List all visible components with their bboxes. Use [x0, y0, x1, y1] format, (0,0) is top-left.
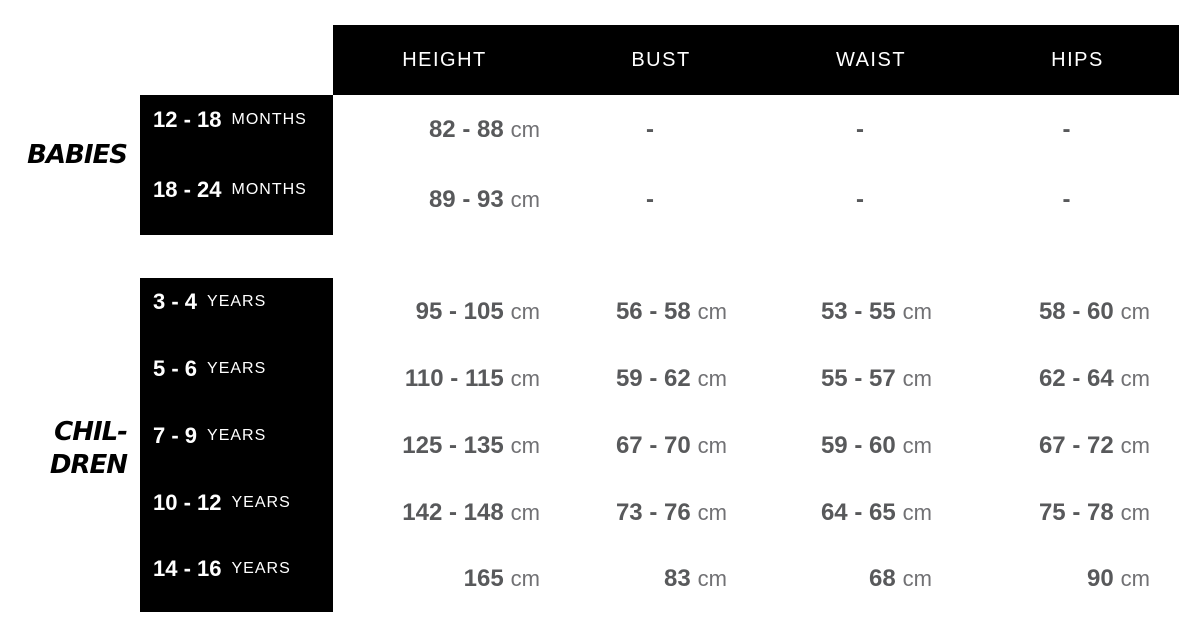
- value-height-7-9: 125 - 135 cm: [402, 431, 540, 459]
- row-label-7-9-years: 7 - 9 YEARS: [140, 402, 333, 469]
- value-hips-18-24-empty: -: [1062, 186, 1071, 213]
- group-label-babies: BABIES: [0, 139, 128, 172]
- age-range: 18 - 24: [153, 177, 222, 202]
- value-hips-10-12: 75 - 78 cm: [1038, 498, 1150, 526]
- babies-label-box: [140, 95, 333, 235]
- row-label-5-6-years: 5 - 6 YEARS: [140, 335, 333, 402]
- row-label-3-4-years: 3 - 4 YEARS: [140, 268, 333, 335]
- value-bust-3-4: 56 - 58 cm: [615, 297, 727, 325]
- row-label-12-18-months: 12 - 18 MONTHS: [140, 85, 333, 155]
- column-header-bust: BUST: [556, 25, 766, 95]
- age-period: MONTHS: [231, 111, 307, 128]
- value-waist-3-4: 53 - 55 cm: [820, 297, 932, 325]
- value-hips-12-18-empty: -: [1062, 116, 1071, 143]
- age-range: 3 - 4: [153, 288, 198, 314]
- age-period: YEARS: [207, 359, 267, 377]
- value-bust-18-24-empty: -: [646, 186, 654, 213]
- value-height-10-12: 142 - 148 cm: [402, 498, 540, 526]
- value-waist-7-9: 59 - 60 cm: [820, 431, 932, 459]
- column-header-waist: WAIST: [766, 25, 976, 95]
- age-range: 12 - 18: [153, 107, 222, 132]
- size-chart-grid: HEIGHT BUST WAIST HIPS 12 - 18 MONTHS 82…: [140, 25, 1179, 612]
- age-period: YEARS: [231, 560, 291, 577]
- age-period: YEARS: [207, 426, 267, 444]
- value-waist-14-16: 68 cm: [868, 565, 932, 592]
- age-period: YEARS: [231, 493, 291, 511]
- value-hips-5-6: 62 - 64 cm: [1038, 364, 1150, 392]
- value-hips-7-9: 67 - 72 cm: [1038, 431, 1150, 459]
- column-header-height: HEIGHT: [333, 25, 556, 95]
- value-bust-10-12: 73 - 76 cm: [615, 498, 727, 526]
- age-period: MONTHS: [231, 181, 307, 198]
- value-waist-12-18-empty: -: [856, 116, 864, 143]
- row-label-14-16-years: 14 - 16 YEARS: [140, 536, 333, 602]
- value-bust-7-9: 67 - 70 cm: [615, 431, 727, 459]
- value-bust-5-6: 59 - 62 cm: [615, 364, 727, 392]
- group-label-babies-line: BABIES: [27, 140, 128, 170]
- value-waist-18-24-empty: -: [856, 186, 864, 213]
- value-height-18-24: 89 - 93 cm: [428, 186, 540, 213]
- row-label-10-12-years: 10 - 12 YEARS: [140, 469, 333, 536]
- age-period: YEARS: [207, 292, 267, 310]
- value-height-3-4: 95 - 105 cm: [415, 297, 540, 325]
- value-waist-5-6: 55 - 57 cm: [820, 364, 932, 392]
- group-label-children: CHIL- DREN: [0, 416, 128, 482]
- group-label-children-line-2: DREN: [49, 450, 128, 480]
- age-range: 14 - 16: [153, 556, 222, 581]
- value-hips-14-16: 90 cm: [1086, 565, 1150, 592]
- value-hips-3-4: 58 - 60 cm: [1038, 297, 1150, 325]
- value-height-5-6: 110 - 115 cm: [404, 364, 540, 392]
- age-range: 7 - 9: [153, 422, 198, 448]
- children-label-box: [140, 278, 333, 612]
- age-range: 10 - 12: [153, 489, 222, 515]
- value-height-12-18: 82 - 88 cm: [428, 116, 540, 143]
- value-waist-10-12: 64 - 65 cm: [820, 498, 932, 526]
- row-label-18-24-months: 18 - 24 MONTHS: [140, 155, 333, 225]
- value-height-14-16: 165 cm: [463, 565, 540, 592]
- age-range: 5 - 6: [153, 355, 198, 381]
- column-header-hips: HIPS: [976, 25, 1179, 95]
- value-bust-14-16: 83 cm: [663, 565, 727, 592]
- value-bust-12-18-empty: -: [646, 116, 654, 143]
- group-label-children-line-1: CHIL-: [54, 417, 128, 447]
